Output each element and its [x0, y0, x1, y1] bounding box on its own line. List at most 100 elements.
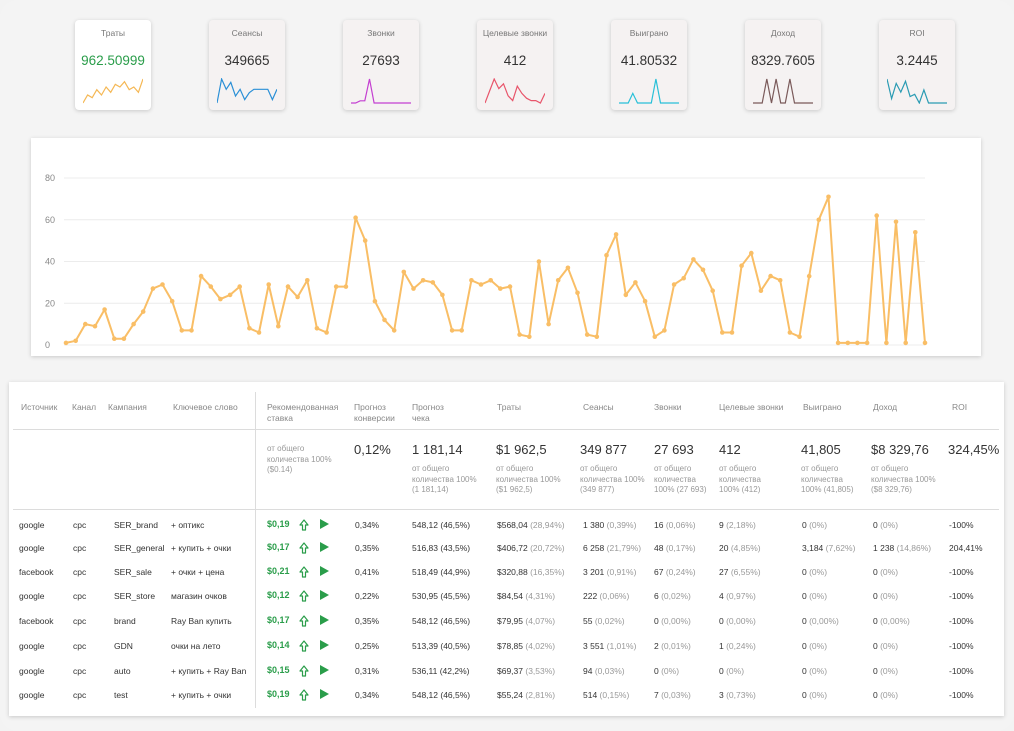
data-point[interactable]: [189, 328, 194, 333]
col-header-spend[interactable]: Траты: [497, 402, 521, 412]
col-header-sessions[interactable]: Сеансы: [583, 402, 614, 412]
data-point[interactable]: [720, 330, 725, 335]
data-point[interactable]: [362, 238, 368, 243]
data-point[interactable]: [710, 288, 715, 293]
data-point[interactable]: [478, 282, 484, 287]
data-point[interactable]: [256, 330, 262, 335]
kpi-card-target-calls[interactable]: Целевые звонки 412: [477, 20, 553, 110]
data-point[interactable]: [613, 232, 619, 237]
data-point[interactable]: [469, 278, 474, 283]
data-point[interactable]: [83, 321, 88, 327]
data-point[interactable]: [749, 250, 754, 256]
arrow-up-outline-icon[interactable]: [299, 664, 309, 677]
data-point[interactable]: [903, 340, 908, 346]
data-point[interactable]: [652, 334, 658, 339]
data-point[interactable]: [237, 284, 242, 289]
data-point[interactable]: [884, 340, 889, 346]
data-point[interactable]: [835, 340, 841, 346]
data-point[interactable]: [160, 282, 165, 287]
data-point[interactable]: [276, 323, 281, 329]
data-point[interactable]: [102, 307, 107, 312]
data-point[interactable]: [536, 259, 542, 264]
data-point[interactable]: [662, 328, 667, 333]
data-point[interactable]: [517, 332, 522, 337]
data-point[interactable]: [797, 334, 802, 339]
data-point[interactable]: [584, 332, 590, 337]
data-point[interactable]: [681, 275, 686, 281]
col-header-won[interactable]: Выиграно: [803, 402, 842, 412]
arrow-up-outline-icon[interactable]: [299, 639, 309, 652]
data-point[interactable]: [922, 340, 928, 346]
data-point[interactable]: [411, 286, 416, 291]
play-triangle-icon[interactable]: [320, 566, 329, 576]
data-point[interactable]: [691, 257, 696, 262]
data-point[interactable]: [266, 282, 271, 287]
data-point[interactable]: [729, 330, 735, 335]
kpi-card-sessions[interactable]: Сеансы 349665: [209, 20, 285, 110]
kpi-card-won[interactable]: Выиграно 41.80532: [611, 20, 687, 110]
data-point[interactable]: [671, 282, 677, 287]
data-point[interactable]: [112, 336, 117, 341]
data-point[interactable]: [806, 273, 812, 279]
data-point[interactable]: [700, 267, 706, 273]
data-point[interactable]: [140, 309, 146, 314]
data-point[interactable]: [594, 334, 600, 339]
data-point[interactable]: [864, 340, 870, 346]
play-triangle-icon[interactable]: [320, 665, 329, 675]
data-point[interactable]: [430, 280, 436, 285]
data-point[interactable]: [604, 252, 609, 258]
col-header-keyword[interactable]: Ключевое слово: [173, 402, 238, 412]
data-point[interactable]: [633, 280, 638, 285]
kpi-card-spend[interactable]: Траты 962.50999: [75, 20, 151, 110]
data-point[interactable]: [758, 288, 764, 293]
data-point[interactable]: [227, 292, 233, 298]
data-point[interactable]: [913, 230, 918, 235]
data-point[interactable]: [488, 278, 494, 283]
play-triangle-icon[interactable]: [320, 615, 329, 625]
data-point[interactable]: [623, 292, 629, 298]
data-point[interactable]: [855, 340, 860, 346]
data-point[interactable]: [527, 334, 532, 339]
data-point[interactable]: [507, 284, 513, 289]
data-point[interactable]: [546, 321, 551, 327]
data-point[interactable]: [179, 328, 185, 333]
arrow-up-outline-icon[interactable]: [299, 614, 309, 627]
play-triangle-icon[interactable]: [320, 689, 329, 699]
data-point[interactable]: [353, 215, 358, 220]
play-triangle-icon[interactable]: [320, 542, 329, 552]
data-point[interactable]: [121, 336, 127, 341]
data-point[interactable]: [169, 298, 175, 304]
data-point[interactable]: [420, 278, 426, 283]
data-point[interactable]: [459, 328, 465, 333]
data-point[interactable]: [324, 330, 329, 335]
data-point[interactable]: [285, 284, 291, 289]
data-point[interactable]: [440, 292, 445, 298]
data-point[interactable]: [449, 328, 455, 333]
col-header-channel[interactable]: Канал: [72, 402, 97, 412]
data-point[interactable]: [247, 326, 252, 331]
data-point[interactable]: [642, 298, 648, 304]
data-point[interactable]: [333, 284, 339, 289]
data-point[interactable]: [372, 298, 378, 304]
data-point[interactable]: [131, 321, 136, 327]
data-point[interactable]: [150, 286, 156, 291]
col-header-check[interactable]: Прогноз чека: [412, 402, 444, 423]
data-point[interactable]: [314, 326, 320, 331]
data-point[interactable]: [92, 323, 98, 329]
arrow-up-outline-icon[interactable]: [299, 541, 309, 554]
data-point[interactable]: [218, 296, 223, 302]
col-header-bid[interactable]: Рекомендованная ставка: [267, 402, 339, 423]
col-header-roi[interactable]: ROI: [952, 402, 968, 412]
kpi-card-income[interactable]: Доход 8329.7605: [745, 20, 821, 110]
data-point[interactable]: [343, 284, 349, 289]
data-point[interactable]: [63, 340, 69, 346]
data-point[interactable]: [893, 219, 899, 225]
data-point[interactable]: [295, 294, 300, 300]
data-point[interactable]: [208, 284, 214, 289]
data-point[interactable]: [826, 194, 831, 200]
play-triangle-icon[interactable]: [320, 640, 329, 650]
data-point[interactable]: [777, 278, 783, 283]
data-point[interactable]: [874, 213, 879, 218]
kpi-card-roi[interactable]: ROI 3.2445: [879, 20, 955, 110]
kpi-card-calls[interactable]: Звонки 27693: [343, 20, 419, 110]
